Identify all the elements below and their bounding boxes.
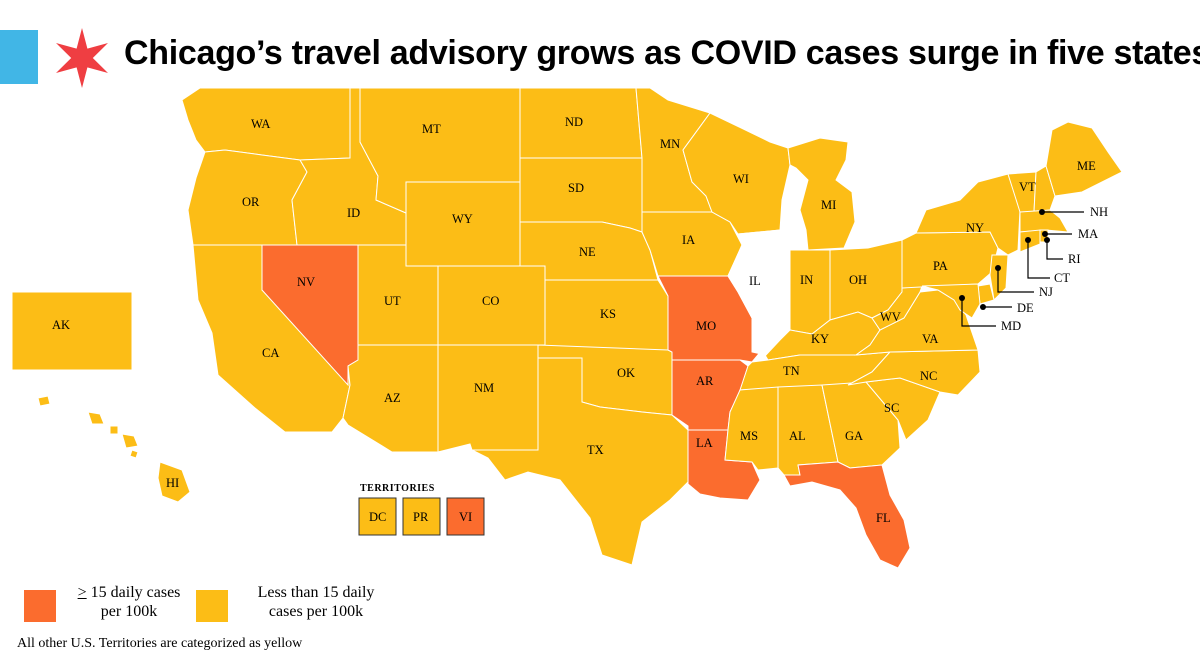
state-ne	[519, 221, 659, 281]
label-ut: UT	[384, 294, 401, 308]
state-in	[789, 249, 831, 335]
label-ok: OK	[617, 366, 635, 380]
label-nd: ND	[565, 115, 583, 129]
territory-label-dc: DC	[369, 510, 386, 524]
state-nc	[847, 349, 981, 396]
legend: > 15 daily cases per 100k Less than 15 d…	[0, 580, 1200, 657]
label-ky: KY	[811, 332, 829, 346]
state-labels: WA OR CA NV ID MT WY UT CO AZ NM ND SD N…	[52, 115, 1108, 525]
label-me: ME	[1077, 159, 1096, 173]
states-layer	[11, 87, 1123, 569]
label-sd: SD	[568, 181, 584, 195]
header: Chicago’s travel advisory grows as COVID…	[0, 0, 1200, 90]
label-ct: CT	[1054, 271, 1070, 285]
state-sd	[519, 157, 643, 233]
label-ar: AR	[696, 374, 714, 388]
callout-line-ct	[1027, 240, 1050, 279]
territories-title: TERRITORIES	[360, 483, 435, 494]
chicago-star-icon	[56, 28, 108, 88]
label-md: MD	[1001, 319, 1021, 333]
label-id: ID	[347, 206, 360, 220]
label-ca: CA	[262, 346, 279, 360]
greater-equal-symbol: >	[77, 584, 87, 601]
label-ga: GA	[845, 429, 863, 443]
label-mi: MI	[821, 198, 836, 212]
label-or: OR	[242, 195, 260, 209]
territory-vi	[446, 497, 485, 536]
legend-high-line2: per 100k	[100, 603, 158, 620]
label-la: LA	[696, 436, 713, 450]
legend-label-low: Less than 15 daily cases per 100k	[236, 583, 396, 621]
label-de: DE	[1017, 301, 1034, 315]
callout-line-nj	[997, 268, 1034, 293]
label-mt: MT	[422, 122, 441, 136]
label-ma: MA	[1078, 227, 1098, 241]
state-nj	[989, 254, 1009, 302]
label-tn: TN	[783, 364, 800, 378]
state-hi	[37, 395, 191, 503]
label-ak: AK	[52, 318, 70, 332]
state-fl	[783, 461, 911, 569]
territories-box: TERRITORIES DC PR VI	[358, 483, 485, 536]
state-pa	[901, 231, 999, 289]
label-nm: NM	[474, 381, 494, 395]
label-nv: NV	[297, 275, 315, 289]
label-va: VA	[922, 332, 938, 346]
label-tx: TX	[587, 443, 604, 457]
label-al: AL	[789, 429, 806, 443]
callout-leaders	[959, 209, 1084, 327]
legend-swatch-high	[24, 590, 56, 622]
legend-low-line1: Less than 15 daily	[257, 584, 375, 601]
label-ms: MS	[740, 429, 758, 443]
footnote: All other U.S. Territories are categoriz…	[17, 636, 303, 651]
blue-bar-logo	[0, 30, 38, 84]
label-co: CO	[482, 294, 499, 308]
legend-low-line2: cases per 100k	[268, 603, 364, 620]
label-mo: MO	[696, 319, 716, 333]
label-ne: NE	[579, 245, 596, 259]
state-md	[921, 283, 981, 319]
label-ri: RI	[1068, 252, 1081, 266]
label-wv: WV	[880, 310, 901, 324]
territory-label-pr: PR	[413, 510, 429, 524]
state-me	[1045, 121, 1123, 197]
state-mi	[787, 137, 856, 251]
state-nh	[1033, 165, 1056, 213]
label-mn: MN	[660, 137, 680, 151]
label-wy: WY	[452, 212, 473, 226]
territory-dc	[358, 497, 397, 536]
label-in: IN	[800, 273, 813, 287]
state-ak	[11, 291, 133, 371]
label-ks: KS	[600, 307, 616, 321]
label-wi: WI	[733, 172, 749, 186]
label-nj: NJ	[1039, 285, 1053, 299]
label-wa: WA	[251, 117, 270, 131]
label-ny: NY	[966, 221, 984, 235]
label-oh: OH	[849, 273, 867, 287]
territory-pr	[402, 497, 441, 536]
state-tx	[471, 357, 689, 566]
territory-label-vi: VI	[459, 510, 472, 524]
legend-high-line1: 15 daily cases	[86, 584, 181, 601]
label-nh: NH	[1090, 205, 1108, 219]
callout-line-md	[961, 298, 996, 327]
label-vt: VT	[1019, 180, 1036, 194]
legend-label-high: > 15 daily cases per 100k	[64, 583, 194, 621]
label-nc: NC	[920, 369, 937, 383]
callout-line-ri	[1046, 240, 1063, 260]
label-hi: HI	[166, 476, 179, 490]
label-ia: IA	[682, 233, 695, 247]
label-az: AZ	[384, 391, 401, 405]
label-pa: PA	[933, 259, 948, 273]
label-il: IL	[749, 274, 761, 288]
legend-swatch-low	[196, 590, 228, 622]
label-fl: FL	[876, 511, 891, 525]
label-sc: SC	[884, 401, 899, 415]
state-nm	[437, 344, 539, 453]
page-title: Chicago’s travel advisory grows as COVID…	[124, 34, 1200, 72]
